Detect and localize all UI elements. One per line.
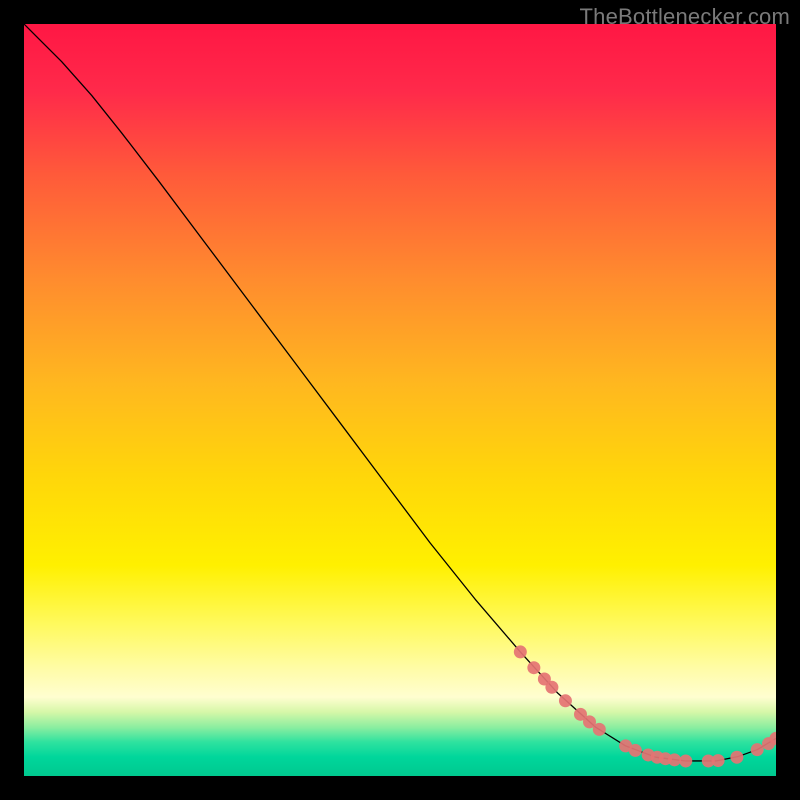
data-marker — [514, 645, 527, 658]
bottleneck-curve — [24, 24, 776, 761]
chart-overlay — [24, 24, 776, 776]
plot-area — [24, 24, 776, 776]
data-marker — [593, 723, 606, 736]
data-marker — [545, 681, 558, 694]
data-marker — [668, 753, 681, 766]
data-marker — [679, 754, 692, 767]
data-marker — [730, 751, 743, 764]
marker-group — [514, 645, 776, 767]
data-marker — [712, 754, 725, 767]
data-marker — [527, 661, 540, 674]
data-marker — [559, 694, 572, 707]
data-marker — [751, 743, 764, 756]
chart-container: TheBottlenecker.com — [0, 0, 800, 800]
data-marker — [629, 744, 642, 757]
